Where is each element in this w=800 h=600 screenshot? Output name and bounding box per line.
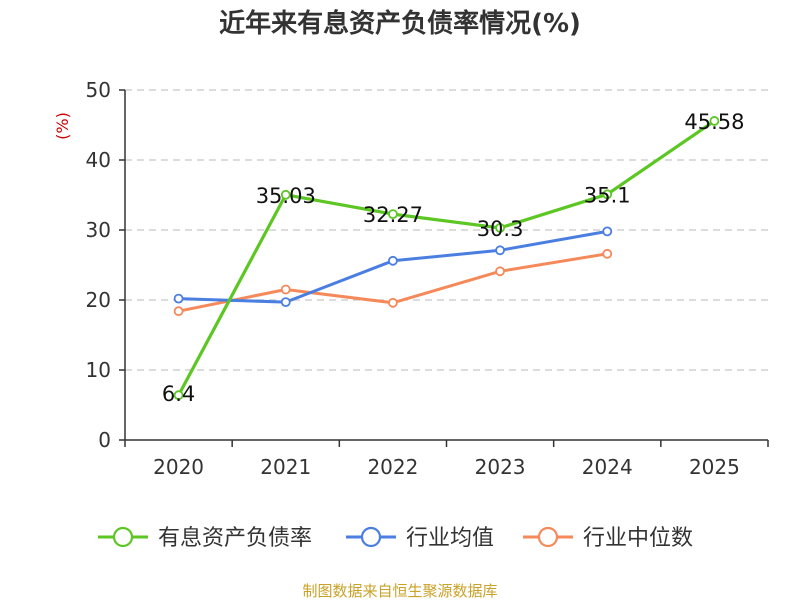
data-point bbox=[388, 297, 398, 308]
data-point bbox=[602, 248, 613, 259]
y-tick-label: 30 bbox=[86, 218, 111, 242]
data-label: 32.27 bbox=[363, 203, 423, 227]
data-point bbox=[602, 226, 613, 237]
data-label: 35.03 bbox=[256, 184, 316, 208]
axes: 0 10 20 30 40 50 2020 2021 2022 2023 2024 2025 bbox=[86, 78, 769, 479]
y-tick-label: 40 bbox=[86, 148, 111, 172]
source-note: 制图数据来自恒生聚源数据库 bbox=[302, 582, 497, 600]
gridlines bbox=[125, 89, 768, 371]
data-labels: 6.4 35.03 32.27 30.3 35.1 45.58 bbox=[162, 110, 745, 406]
y-tick-label: 10 bbox=[86, 358, 111, 382]
chart-title: 近年来有息资产负债率情况(%) bbox=[219, 8, 581, 39]
legend-item[interactable]: 行业中位数 bbox=[523, 526, 693, 551]
legend-label: 有息资产负债率 bbox=[158, 526, 312, 551]
data-point bbox=[495, 266, 505, 277]
legend-swatch-marker bbox=[360, 526, 382, 548]
data-point bbox=[602, 189, 613, 200]
x-tick-label: 2020 bbox=[153, 455, 204, 479]
data-point bbox=[173, 306, 184, 317]
x-tick-label: 2021 bbox=[260, 455, 311, 479]
legend-swatch-marker bbox=[112, 526, 134, 548]
data-point bbox=[388, 255, 398, 266]
legend-swatch-marker bbox=[537, 526, 559, 548]
y-tick-label: 0 bbox=[98, 428, 111, 452]
series-line bbox=[176, 119, 717, 397]
data-point bbox=[280, 284, 291, 295]
data-label: 30.3 bbox=[477, 217, 524, 241]
series-line bbox=[177, 229, 609, 304]
data-point bbox=[280, 189, 291, 200]
x-tick-label: 2022 bbox=[367, 455, 418, 479]
data-point bbox=[388, 209, 398, 220]
data-label: 35.1 bbox=[584, 183, 631, 207]
x-tick-label: 2025 bbox=[689, 455, 740, 479]
data-label: 45.58 bbox=[684, 110, 744, 134]
y-tick-label: 50 bbox=[86, 78, 111, 102]
legend[interactable]: 有息资产负债率 行业均值 行业中位数 bbox=[98, 526, 693, 551]
y-tick-label: 20 bbox=[86, 288, 111, 312]
data-point bbox=[173, 293, 184, 304]
data-point bbox=[280, 297, 291, 308]
data-point bbox=[173, 390, 184, 401]
series-layer bbox=[173, 116, 720, 401]
y-axis-label: (%) bbox=[53, 112, 72, 140]
legend-item[interactable]: 有息资产负债率 bbox=[98, 526, 312, 551]
legend-item[interactable]: 行业均值 bbox=[346, 526, 494, 551]
data-label: 6.4 bbox=[162, 382, 195, 406]
legend-label: 行业中位数 bbox=[583, 526, 693, 551]
x-tick-label: 2023 bbox=[475, 455, 526, 479]
data-point bbox=[709, 116, 720, 126]
legend-label: 行业均值 bbox=[406, 526, 494, 551]
x-tick-label: 2024 bbox=[582, 455, 633, 479]
data-point bbox=[495, 222, 505, 233]
data-point bbox=[495, 245, 505, 256]
